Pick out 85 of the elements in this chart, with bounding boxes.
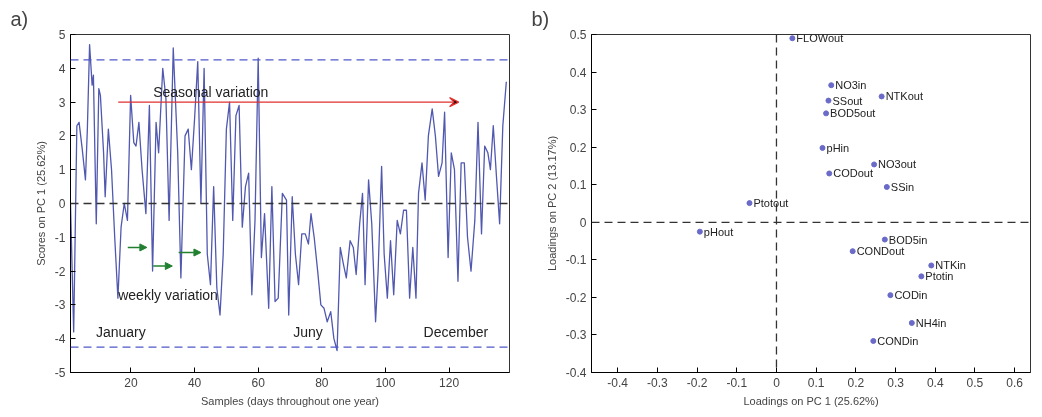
annotation: SSin (890, 180, 915, 193)
annotation: CONDout (856, 245, 905, 258)
x-tick-label: -0.2 (686, 375, 708, 390)
annotation: CONDin (877, 334, 919, 347)
y-tick-label: 0.1 (569, 178, 587, 193)
point (823, 110, 830, 117)
y-tick-label: -5 (54, 366, 66, 380)
y-axis-title: Loadings on PC 2 (13.17%) (545, 135, 558, 272)
point (928, 262, 935, 269)
y-tick-label: 1 (58, 163, 66, 178)
point (819, 144, 826, 151)
x-tick-label: 120 (439, 375, 460, 390)
y-tick-label: 0 (579, 215, 587, 230)
point (826, 170, 833, 177)
x-tick-label: 80 (315, 375, 329, 390)
x-tick-label: 40 (187, 375, 202, 390)
annotation: NTKout (885, 90, 923, 103)
y-tick-label: -4 (54, 332, 66, 347)
annotation: December (423, 323, 489, 340)
x-tick-label: 0.2 (847, 375, 865, 390)
annotation: Juny (293, 323, 323, 340)
x-axis-title: Samples (days throughout one year) (201, 394, 379, 407)
annotation: BOD5out (830, 107, 876, 120)
y-tick-label: -0.1 (565, 253, 587, 268)
annotation: pHin (826, 141, 850, 154)
annotation: SSout (832, 94, 863, 107)
y-tick-label: 4 (58, 61, 66, 76)
x-axis-title: Loadings on PC 1 (25.62%) (743, 394, 879, 407)
annotation: weekly variation (117, 286, 218, 303)
annotation: FLOWout (796, 32, 844, 45)
annotation: NO3out (878, 158, 917, 171)
y-tick-label: 2 (58, 129, 66, 144)
x-tick-label: 0 (773, 375, 781, 390)
point (918, 273, 925, 280)
x-tick-label: 0.6 (1006, 375, 1024, 390)
y-tick-label: 0.3 (569, 103, 587, 118)
annotation: Ptotout (753, 197, 789, 210)
annotation: CODout (833, 167, 874, 180)
point (849, 248, 856, 255)
y-tick-label: 3 (58, 95, 66, 110)
annotation: NH4in (915, 316, 947, 329)
point (789, 35, 796, 42)
chart-title: b) (531, 7, 550, 30)
annotation: pHout (703, 225, 734, 238)
x-tick-label: 0.1 (807, 375, 825, 390)
y-tick-label: 0.4 (569, 65, 587, 80)
chart-title: a) (10, 7, 29, 30)
x-tick-label: 100 (375, 375, 396, 390)
annotation: January (95, 323, 146, 340)
x-tick-label: -0.3 (647, 375, 669, 390)
y-tick-label: -1 (54, 230, 66, 245)
y-axis-title: Scores on PC 1 (25.62%) (34, 141, 47, 266)
x-tick-label: -0.1 (726, 375, 748, 390)
point (883, 183, 890, 190)
annotation: CODin (894, 289, 928, 302)
point (881, 236, 888, 243)
line-series (70, 43, 507, 352)
point (908, 319, 915, 326)
x-tick-label: 0.4 (926, 375, 944, 390)
y-tick-label: 5 (58, 28, 66, 42)
x-tick-label: 0.5 (966, 375, 984, 390)
point (828, 82, 835, 89)
point (746, 200, 753, 207)
annotation: NTKin (935, 259, 966, 272)
point (825, 97, 832, 104)
x-tick-label: 20 (124, 375, 138, 390)
y-tick-label: -2 (54, 264, 66, 279)
x-tick-label: -0.4 (607, 375, 629, 390)
point (696, 228, 703, 235)
y-tick-label: -0.4 (565, 366, 587, 380)
y-tick-label: -3 (54, 298, 66, 313)
y-tick-label: 0 (58, 197, 66, 211)
y-tick-label: 0.2 (569, 140, 587, 155)
y-tick-label: -0.2 (565, 290, 587, 305)
annotation: Ptotin (925, 270, 954, 283)
x-tick-label: 0.3 (887, 375, 905, 390)
point (887, 292, 894, 299)
point (878, 93, 885, 100)
x-tick-label: 60 (251, 375, 266, 390)
point (871, 161, 878, 168)
annotation: BOD5in (888, 233, 928, 246)
y-tick-label: 0.5 (569, 28, 587, 42)
y-tick-label: -0.3 (565, 328, 587, 343)
point (870, 337, 877, 344)
annotation: NO3in (835, 79, 867, 92)
